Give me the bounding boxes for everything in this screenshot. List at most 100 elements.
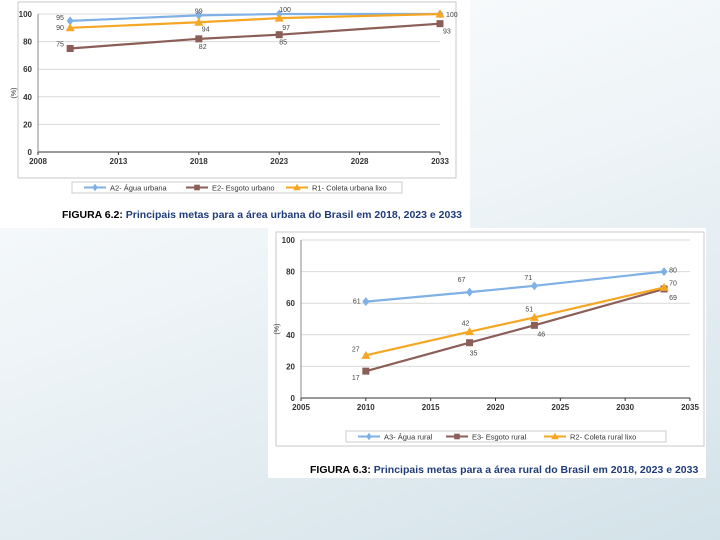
- data-point: [435, 9, 445, 18]
- legend-box: [345, 430, 667, 443]
- y-tick-label: 20: [286, 362, 295, 371]
- x-tick-label: 2020: [487, 403, 505, 412]
- data-label: 17: [352, 375, 360, 382]
- data-point: [660, 267, 668, 277]
- data-point: [362, 297, 370, 307]
- data-label: 27: [352, 346, 360, 353]
- x-tick-label: 2030: [616, 403, 634, 412]
- figure-caption-urban: FIGURA 6.2: Principais metas para a área…: [62, 209, 462, 221]
- data-point: [274, 13, 284, 22]
- data-point: [466, 287, 474, 297]
- data-label: 61: [353, 299, 361, 306]
- chart-urban-svg: 0 20 40 60 80 100 2008 2013 2018 2023 2028 2033 (%) 9…: [11, 1, 458, 194]
- data-point: [66, 16, 74, 26]
- y-tick-label: 20: [23, 120, 32, 129]
- legend-swatch-marker: [92, 183, 98, 192]
- data-label: 67: [458, 277, 466, 284]
- series-line: [70, 12, 441, 29]
- plot-frame: [17, 1, 457, 179]
- data-label: 95: [56, 15, 64, 22]
- data-point: [361, 350, 371, 359]
- series-line: [365, 287, 665, 373]
- caption-text: Principais metas para a área urbana do B…: [125, 209, 462, 221]
- chart-panel-rural: 0 20 40 60 80 100 2005 2010 2015 2020 2025 2030 2035…: [268, 228, 706, 478]
- data-label: 46: [537, 331, 545, 338]
- legend-label: R2- Coleta rural lixo: [570, 433, 636, 442]
- data-point: [66, 45, 74, 52]
- y-tick-label: 80: [286, 268, 295, 277]
- data-label: 100: [446, 12, 458, 19]
- legend-label: R1- Coleta urbana lixo: [312, 184, 387, 193]
- chart-panel-urban: 0 20 40 60 80 100 2008 2013 2018 2023 2028 2033 (%) 9…: [0, 0, 470, 228]
- data-point: [436, 20, 444, 28]
- legend-box: [71, 181, 403, 194]
- series-line: [70, 12, 440, 22]
- data-label: 51: [525, 306, 533, 313]
- x-tick-label: 2028: [351, 157, 369, 166]
- legend-label: A2- Água urbana: [110, 184, 168, 193]
- data-label: 70: [669, 280, 677, 287]
- legend-swatch-marker: [551, 432, 559, 440]
- y-tick-label: 100: [282, 236, 296, 245]
- figure-caption-rural: FIGURA 6.3: Principais metas para a área…: [310, 464, 698, 476]
- data-label: 99: [195, 8, 203, 15]
- y-axis-label: (%): [11, 88, 18, 99]
- y-tick-label: 100: [19, 10, 33, 19]
- legend-label: E2- Esgoto urbano: [212, 184, 275, 193]
- data-point: [530, 321, 538, 329]
- y-tick-label: 40: [23, 93, 32, 102]
- data-point: [194, 17, 204, 26]
- data-point: [659, 282, 669, 291]
- x-tick-label: 2010: [357, 403, 375, 412]
- data-label: 69: [669, 295, 677, 302]
- y-tick-label: 0: [291, 394, 296, 403]
- chart-rural-svg: 0 20 40 60 80 100 2005 2010 2015 2020 2025 2030 2035…: [274, 231, 705, 447]
- data-label: 90: [56, 25, 64, 32]
- x-tick-label: 2013: [110, 157, 128, 166]
- data-label: 100: [279, 7, 291, 14]
- legend-swatch-marker: [293, 183, 301, 191]
- data-label: 97: [282, 25, 290, 32]
- y-tick-label: 60: [23, 65, 32, 74]
- plot-frame: [275, 231, 705, 447]
- data-point: [195, 10, 203, 20]
- data-point: [530, 281, 538, 291]
- y-tick-label: 0: [28, 148, 33, 157]
- data-label: 42: [462, 321, 470, 328]
- data-point: [275, 31, 283, 39]
- legend-label: A3- Água rural: [384, 433, 433, 442]
- x-tick-label: 2015: [422, 403, 440, 412]
- data-label: 75: [56, 42, 64, 49]
- legend-swatch-marker: [366, 432, 372, 441]
- data-point: [195, 35, 203, 43]
- caption-text: Principais metas para a área rural do Br…: [373, 464, 699, 476]
- caption-prefix: FIGURA 6.2:: [62, 209, 123, 221]
- data-label: 71: [524, 275, 532, 282]
- data-point: [529, 312, 539, 321]
- x-tick-label: 2008: [29, 157, 47, 166]
- legend-swatch-marker: [454, 433, 460, 440]
- series-line: [70, 22, 441, 50]
- y-tick-label: 80: [23, 38, 32, 47]
- data-label: 93: [443, 29, 451, 36]
- y-axis-label: (%): [274, 324, 281, 335]
- data-point: [466, 339, 474, 347]
- data-label: 85: [279, 40, 287, 47]
- x-tick-label: 2035: [681, 403, 699, 412]
- legend-label: E3- Esgoto rural: [472, 433, 527, 442]
- series-line: [365, 270, 665, 303]
- caption-prefix: FIGURA 6.3:: [310, 464, 371, 476]
- data-label: 80: [669, 268, 677, 275]
- y-tick-label: 60: [286, 299, 295, 308]
- x-tick-label: 2033: [431, 157, 449, 166]
- x-tick-label: 2025: [551, 403, 569, 412]
- x-tick-label: 2023: [270, 157, 288, 166]
- data-point: [65, 23, 75, 32]
- data-label: 94: [202, 26, 210, 33]
- x-tick-label: 2005: [292, 403, 310, 412]
- x-tick-label: 2018: [190, 157, 208, 166]
- y-tick-label: 40: [286, 331, 295, 340]
- legend-swatch-marker: [194, 184, 200, 191]
- data-label: 82: [199, 44, 207, 51]
- data-label: 35: [470, 351, 478, 358]
